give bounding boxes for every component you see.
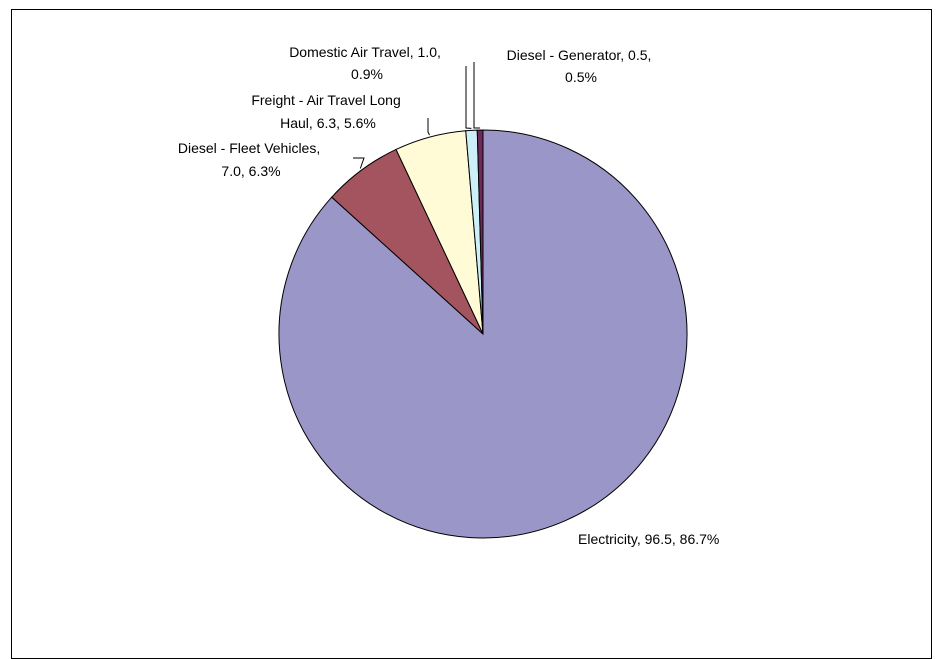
data-label-diesel-fleet-vehicles: Diesel - Fleet Vehicles, 7.0, 6.3% xyxy=(178,140,324,179)
leader-line-domestic-air-travel xyxy=(465,66,472,129)
data-label-electricity: Electricity, 96.5, 86.7% xyxy=(578,531,719,547)
leader-line-diesel-fleet-vehicles xyxy=(353,157,365,169)
data-label-domestic-air-travel: Domestic Air Travel, 1.0, 0.9% xyxy=(289,44,445,82)
leader-line-freight-air-travel-long-haul xyxy=(427,118,430,136)
data-label-diesel-generator: Diesel - Generator, 0.5, 0.5% xyxy=(507,47,656,85)
pie-slices xyxy=(278,129,688,539)
data-label-freight-air-travel-long-haul: Freight - Air Travel Long Haul, 6.3, 5.6… xyxy=(251,92,404,131)
pie-slice-diesel-generator xyxy=(476,129,484,335)
leader-line-diesel-generator xyxy=(473,62,481,129)
leader-lines xyxy=(353,62,481,169)
